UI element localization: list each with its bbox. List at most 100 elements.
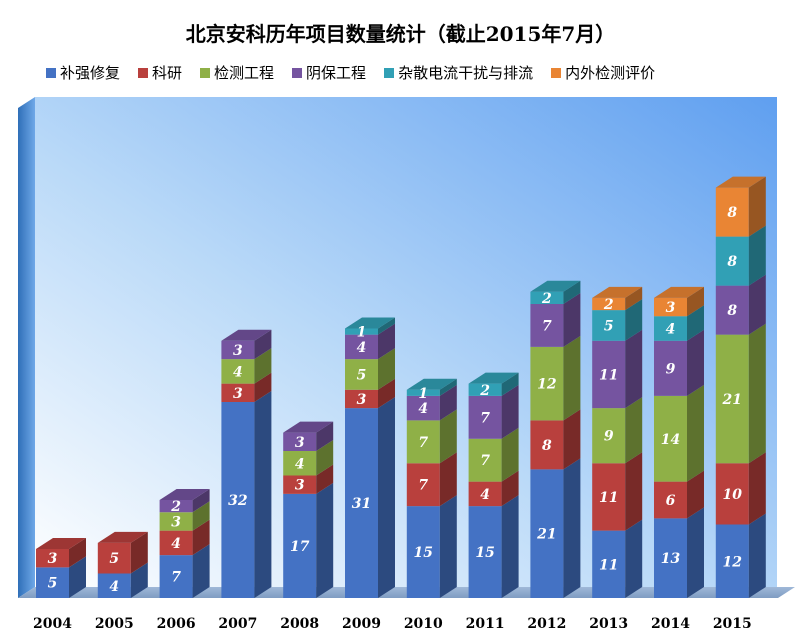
bar-segment: 15 <box>468 495 519 598</box>
legend-label: 杂散电流干扰与排流 <box>398 64 534 82</box>
bar-side <box>192 519 210 556</box>
data-label: 4 <box>480 487 490 503</box>
data-label: 4 <box>357 340 367 356</box>
bar-stack: 7 4 32 <box>159 489 210 598</box>
bar-front <box>592 310 626 341</box>
bar-side <box>254 348 272 384</box>
bar-side <box>254 391 272 598</box>
bar-segment: 2 <box>468 372 519 399</box>
bar-segment: 3 <box>221 372 272 402</box>
bar-segment: 21 <box>715 323 766 464</box>
x-tick-label: 2009 <box>342 616 381 632</box>
bar-side <box>378 348 395 390</box>
bar-top <box>36 538 86 549</box>
bar-side <box>748 225 766 286</box>
bar-side <box>501 372 519 396</box>
data-label: 3 <box>233 343 243 359</box>
bar-segment: 1 <box>345 317 395 341</box>
bar-side <box>563 458 581 598</box>
legend-swatch <box>384 67 395 78</box>
bar-side <box>316 482 334 598</box>
x-tick-label: 2011 <box>466 616 505 632</box>
bar-front <box>654 518 687 598</box>
bar-top <box>715 176 766 188</box>
data-label: 4 <box>109 579 119 595</box>
bar-side <box>501 470 519 507</box>
bar-segment: 4 <box>654 305 704 341</box>
bar-side <box>687 470 704 519</box>
bar-side <box>69 556 86 598</box>
bar-segment: 12 <box>530 335 581 421</box>
bar-side <box>625 299 643 341</box>
bar-side <box>192 501 210 531</box>
bar-side <box>748 274 766 335</box>
bar-front <box>468 395 502 439</box>
bar-stack: 31 3 5 41 <box>345 317 395 598</box>
bar-side <box>439 378 457 396</box>
bar-front <box>221 383 255 402</box>
data-label: 1 <box>357 325 367 341</box>
bar-front <box>592 463 626 531</box>
bar-front <box>283 451 317 476</box>
bar-segment: 11 <box>592 519 643 598</box>
bar-segment: 2 <box>159 489 210 515</box>
bar-front <box>715 334 749 464</box>
bar-segment: 11 <box>592 329 643 409</box>
bar-side <box>563 335 581 421</box>
bar-segment: 8 <box>530 409 581 470</box>
data-label: 3 <box>171 514 181 530</box>
data-label: 7 <box>418 478 428 494</box>
bar-front <box>97 573 131 598</box>
bar-front <box>468 438 502 482</box>
bar-side <box>378 378 395 409</box>
bar-side <box>687 384 704 482</box>
bar-top <box>283 421 334 433</box>
data-label: 8 <box>727 303 737 319</box>
bar-front <box>345 334 378 360</box>
bar-side <box>687 286 704 317</box>
x-tick-label: 2007 <box>218 616 257 632</box>
bar-segment: 4 <box>221 348 272 384</box>
legend-swatch <box>138 67 149 78</box>
data-label: 9 <box>604 429 614 445</box>
bar-side <box>316 421 334 451</box>
data-label: 11 <box>599 367 618 383</box>
bar-front <box>345 328 378 335</box>
x-tick-label: 2005 <box>95 616 134 632</box>
bar-front <box>654 395 687 482</box>
bar-side <box>254 372 272 402</box>
data-label: 4 <box>171 536 181 552</box>
bar-segment: 7 <box>406 452 457 507</box>
bar-side <box>439 452 457 507</box>
data-label: 11 <box>599 490 618 506</box>
data-label: 10 <box>723 487 743 503</box>
bar-side <box>69 538 86 568</box>
bar-front <box>715 187 749 237</box>
bar-front <box>715 524 749 598</box>
bar-front <box>221 340 255 360</box>
bar-front <box>345 408 378 598</box>
data-label: 3 <box>48 551 58 567</box>
chart-title: 北京安科历年项目数量统计（截止2015年7月） <box>185 22 616 46</box>
bar-side <box>378 323 395 360</box>
bar-segment: 4 <box>406 384 457 421</box>
bar-segment: 8 <box>715 225 766 286</box>
bar-segment: 5 <box>36 556 86 598</box>
data-label: 3 <box>666 300 676 316</box>
bar-side <box>378 397 395 598</box>
data-label: 7 <box>171 570 181 586</box>
data-label: 13 <box>661 551 681 567</box>
bar-top <box>406 378 457 390</box>
bar-segment: 3 <box>345 378 395 409</box>
data-label: 21 <box>722 392 742 408</box>
bar-side <box>687 507 704 598</box>
data-label: 7 <box>480 453 490 469</box>
data-label: 17 <box>290 539 310 555</box>
bar-front <box>283 493 317 598</box>
data-label: 5 <box>109 551 119 567</box>
bar-side <box>316 440 334 476</box>
bar-segment: 8 <box>715 274 766 335</box>
legend-swatch <box>551 67 562 78</box>
data-label: 5 <box>357 367 367 383</box>
data-label: 15 <box>414 545 433 561</box>
